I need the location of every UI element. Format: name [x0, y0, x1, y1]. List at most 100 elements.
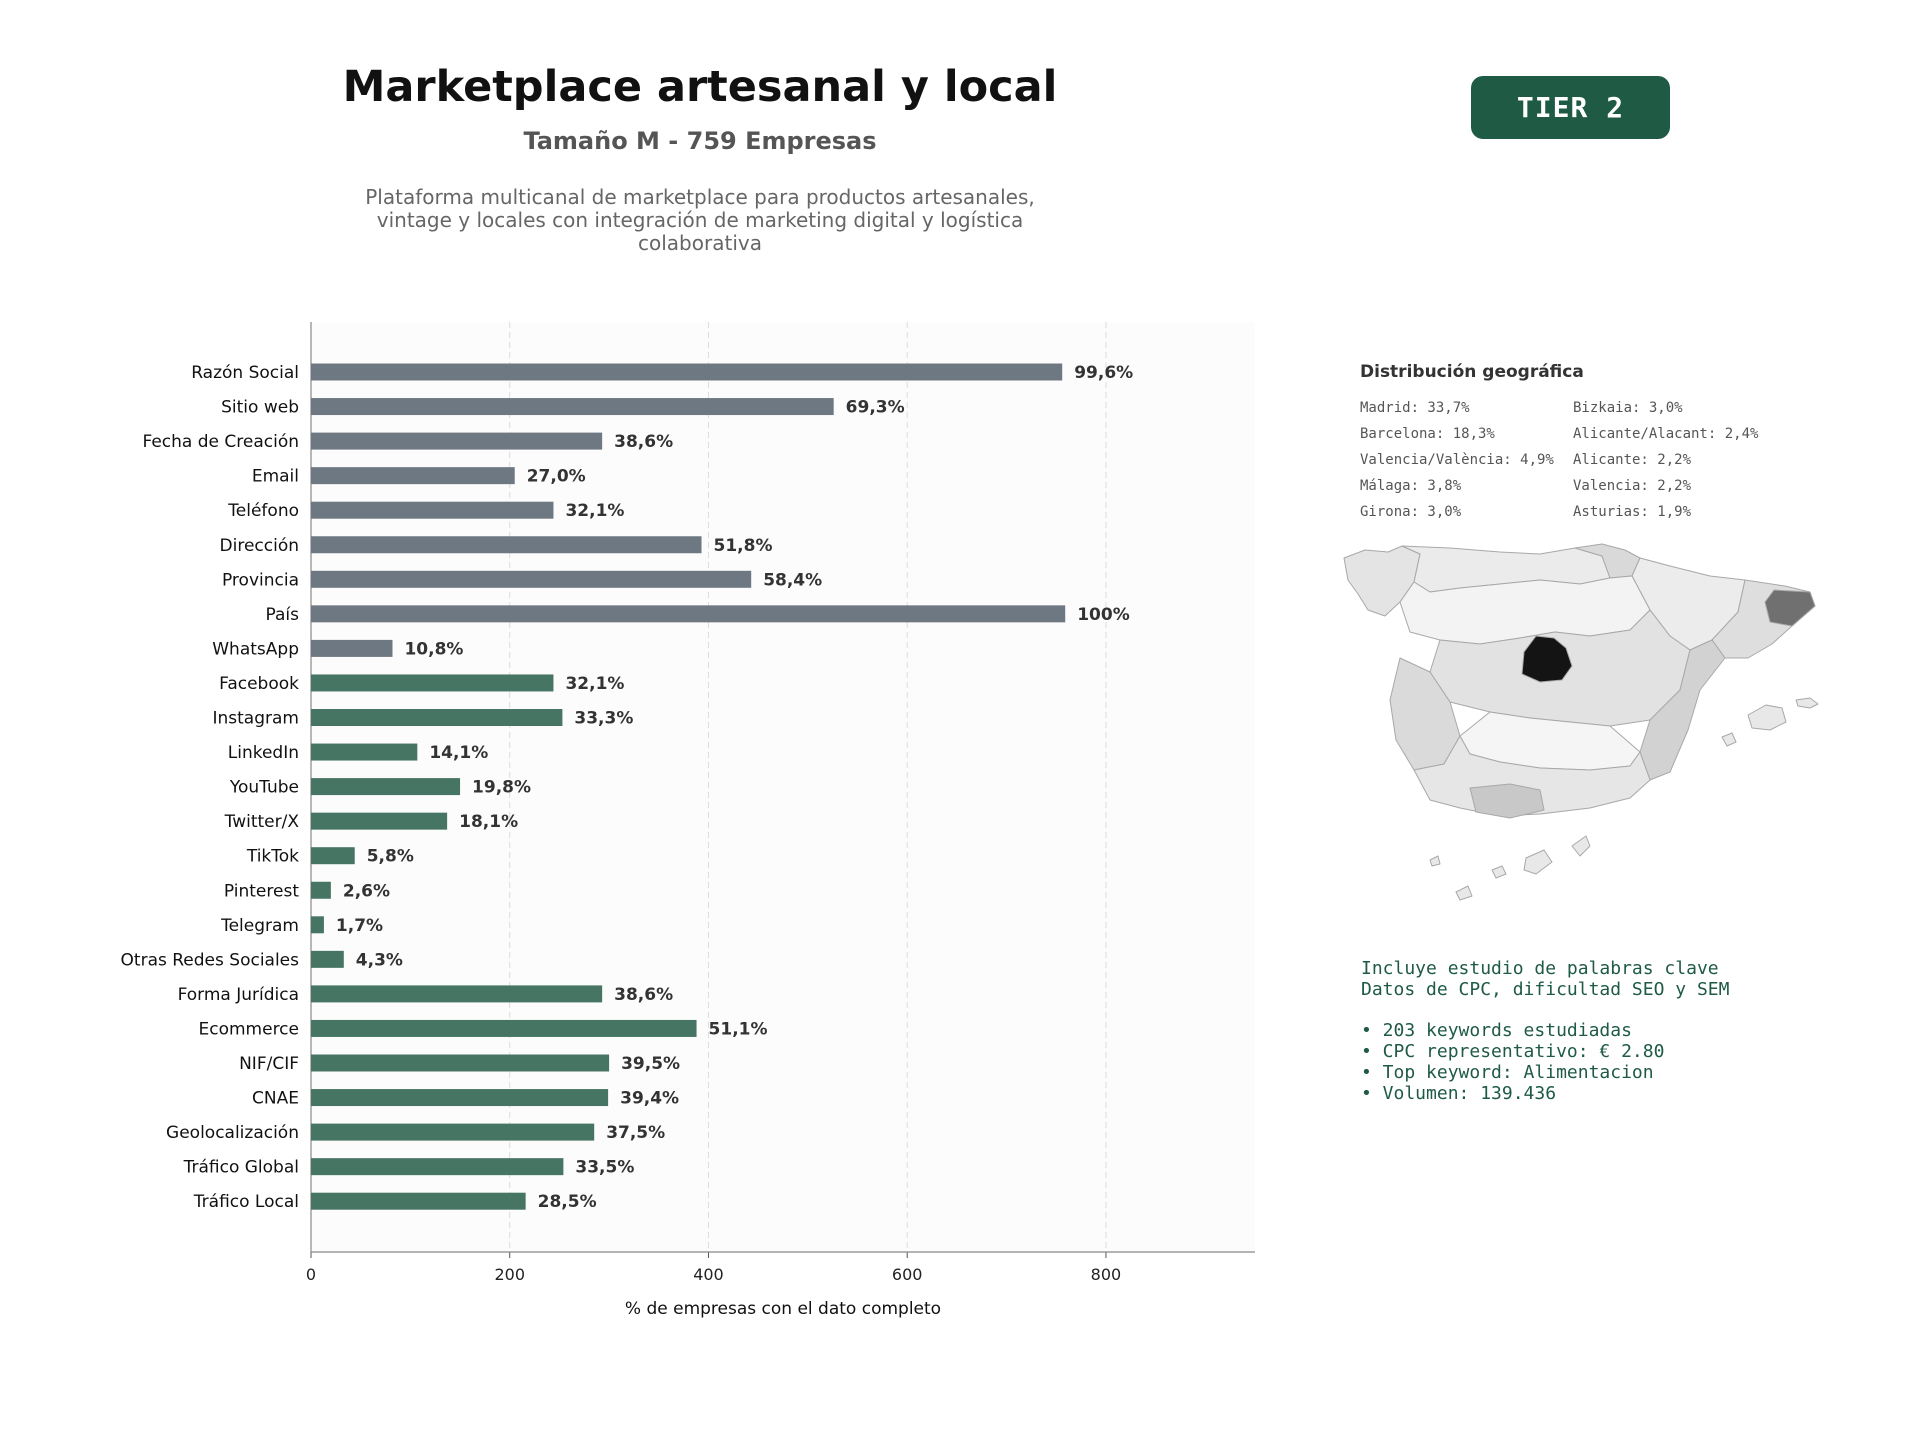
map-region-malaga: [1469, 783, 1545, 819]
bar: [311, 1054, 610, 1072]
geo-entry: Asturias: 1,9%: [1573, 504, 1692, 520]
data-label: 28,5%: [538, 1192, 597, 1212]
bar: [311, 916, 324, 934]
map-region-balearic: [1747, 704, 1787, 731]
description-line: colaborativa: [638, 231, 762, 255]
bar: [311, 501, 554, 519]
category-label: Forma Jurídica: [178, 985, 299, 1005]
geo-entry: Madrid: 33,7%: [1360, 400, 1470, 416]
map-region-canary-3: [1491, 865, 1507, 879]
data-label: 39,4%: [620, 1089, 679, 1109]
bar: [311, 605, 1066, 623]
keywords-line: Incluye estudio de palabras clave: [1361, 958, 1719, 979]
page-subtitle: Tamaño M - 759 Empresas: [523, 127, 877, 155]
category-label: Dirección: [220, 536, 299, 556]
description-line: Plataforma multicanal de marketplace par…: [365, 185, 1035, 209]
map-region-canary-2: [1523, 849, 1553, 875]
category-label: Telegram: [220, 916, 299, 936]
bar: [311, 881, 331, 899]
data-label: 51,8%: [714, 536, 773, 556]
category-label: Razón Social: [191, 363, 299, 383]
geo-entry: Alicante: 2,2%: [1573, 452, 1692, 468]
geo-entry: Barcelona: 18,3%: [1360, 426, 1495, 442]
data-label: 5,8%: [367, 847, 414, 867]
map-region-canary-5: [1429, 855, 1441, 867]
data-label: 14,1%: [429, 743, 488, 763]
category-label: Instagram: [213, 709, 300, 729]
x-tick-label: 600: [892, 1265, 923, 1284]
data-label: 2,6%: [343, 881, 390, 901]
bar: [311, 467, 515, 485]
data-label: 10,8%: [404, 639, 463, 659]
bar: [311, 985, 603, 1003]
geo-list-left: Madrid: 33,7% Barcelona: 18,3% Valencia/…: [1360, 395, 1554, 525]
geo-entry: Girona: 3,0%: [1360, 504, 1462, 520]
data-label: 39,5%: [621, 1054, 680, 1074]
geo-distribution-title: Distribución geográfica: [1360, 362, 1584, 382]
data-label: 69,3%: [846, 398, 905, 418]
category-label: País: [266, 605, 300, 625]
bar: [311, 398, 834, 416]
x-axis-label: % de empresas con el dato completo: [625, 1299, 941, 1319]
tier-badge: TIER 2: [1471, 76, 1670, 139]
x-tick-label: 0: [306, 1265, 316, 1284]
geo-entry: Valencia/València: 4,9%: [1360, 452, 1554, 468]
geo-list-right: Bizkaia: 3,0% Alicante/Alacant: 2,4% Ali…: [1573, 395, 1758, 525]
data-label: 27,0%: [527, 467, 586, 487]
category-label: CNAE: [252, 1089, 299, 1109]
keywords-bullet: • Volumen: 139.436: [1361, 1083, 1557, 1104]
category-label: Email: [252, 467, 299, 487]
spain-choropleth-map: [1343, 543, 1819, 901]
x-tick-label: 400: [693, 1265, 724, 1284]
geo-entry: Bizkaia: 3,0%: [1573, 400, 1683, 416]
category-label: Tráfico Global: [183, 1158, 299, 1178]
bar: [311, 1019, 697, 1037]
bar: [311, 743, 418, 761]
page-title: Marketplace artesanal y local: [342, 62, 1058, 112]
map-region-valencia: [1639, 639, 1726, 781]
bar: [311, 778, 461, 796]
map-region-canary-1: [1571, 835, 1591, 857]
bar: [311, 639, 393, 657]
data-label: 38,6%: [614, 985, 673, 1005]
keywords-panel: Incluye estudio de palabras clave Datos …: [1361, 958, 1729, 1104]
category-label: Ecommerce: [199, 1019, 300, 1039]
data-label: 99,6%: [1074, 363, 1133, 383]
bar: [311, 950, 344, 968]
data-label: 38,6%: [614, 432, 673, 452]
data-label: 32,1%: [565, 674, 624, 694]
data-label: 32,1%: [565, 501, 624, 521]
category-label: Fecha de Creación: [142, 432, 299, 452]
category-label: NIF/CIF: [239, 1054, 299, 1074]
category-label: Teléfono: [227, 501, 299, 521]
bar: [311, 847, 355, 865]
page-description: Plataforma multicanal de marketplace par…: [340, 186, 1060, 255]
bar: [311, 570, 752, 588]
bar: [311, 1089, 609, 1107]
keywords-bullet: • 203 keywords estudiadas: [1361, 1020, 1632, 1041]
data-label: 33,3%: [574, 709, 633, 729]
data-label: 1,7%: [336, 916, 383, 936]
map-region-madrid: [1521, 635, 1573, 683]
bar: [311, 1123, 595, 1141]
category-label: Twitter/X: [224, 812, 300, 832]
data-label: 58,4%: [763, 570, 822, 590]
bar-chart: 0 200 400 600 800 Razón Social 99,6% Sitio web 6…: [121, 322, 1255, 1319]
category-label: Geolocalización: [166, 1123, 299, 1143]
category-label: LinkedIn: [228, 743, 299, 763]
category-label: YouTube: [229, 778, 299, 798]
data-label: 4,3%: [356, 950, 403, 970]
category-label: Facebook: [219, 674, 299, 694]
geo-entry: Málaga: 3,8%: [1360, 478, 1462, 494]
bar: [311, 432, 603, 450]
data-label: 51,1%: [709, 1019, 768, 1039]
data-label: 33,5%: [575, 1158, 634, 1178]
bar: [311, 812, 448, 830]
map-region-menorca: [1795, 697, 1819, 709]
bar: [311, 1192, 526, 1210]
map-region-canary-4: [1455, 885, 1473, 901]
bar: [311, 363, 1063, 381]
category-label: Tráfico Local: [193, 1192, 299, 1212]
bar: [311, 1158, 564, 1176]
category-label: Provincia: [222, 570, 299, 590]
